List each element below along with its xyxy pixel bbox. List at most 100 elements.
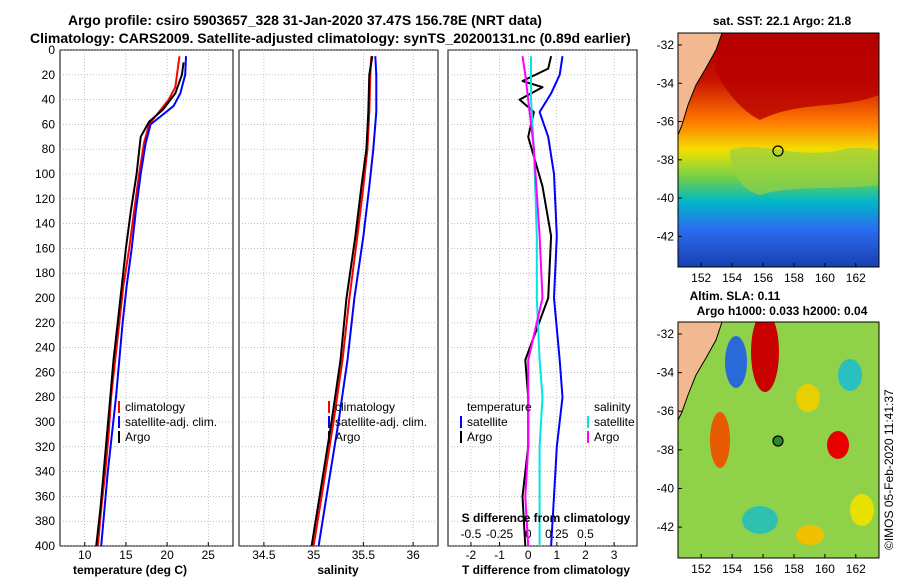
- land-mask: [678, 322, 722, 420]
- map-lat-label: -42: [657, 520, 675, 534]
- series-line-s-argo: [521, 56, 544, 547]
- map-lat-label: -40: [657, 191, 675, 205]
- map-lon-label: 152: [691, 562, 711, 576]
- depth-tick-label: 320: [35, 440, 55, 454]
- map-lon-label: 156: [753, 562, 773, 576]
- map-lat-label: -36: [657, 404, 675, 418]
- temperature-legend: climatology satellite-adj. clim. Argo: [118, 400, 217, 444]
- series-line-satellite-adj-clim-: [100, 56, 187, 547]
- x-tick-label: 1: [553, 548, 560, 562]
- legend-label-climatology: climatology: [335, 400, 395, 414]
- legend-label-s-satellite: satellite: [594, 415, 635, 429]
- series-line-satellite-adj-clim-: [317, 56, 378, 547]
- x-tick-label: 25: [202, 548, 216, 562]
- x-tick-label: 15: [119, 548, 133, 562]
- sst-map-title: sat. SST: 22.1 Argo: 21.8: [713, 14, 852, 28]
- title-line2: Climatology: CARS2009. Satellite-adjuste…: [30, 30, 631, 46]
- x2-tick-label: -0.25: [486, 527, 514, 541]
- float-marker: [772, 145, 784, 157]
- x-axes: 10 15 20 25 34.5 35 35.5 36 -2 -1 0 1 2 3-0.5 -0.25 0 0.…: [78, 527, 618, 562]
- legend-label-satellite-adj: satellite-adj. clim.: [125, 415, 217, 429]
- float-marker: [772, 435, 784, 447]
- profile-series: [95, 55, 564, 547]
- map-lat-label: -34: [657, 76, 675, 90]
- x2-tick-label: -0.5: [461, 527, 482, 541]
- difference-legend: temperature satellite Argo salinity sate…: [460, 400, 635, 444]
- depth-tick-label: 160: [35, 241, 55, 255]
- sla-anomaly: [751, 322, 779, 392]
- series-line-argo: [95, 62, 185, 547]
- depth-tick-label: 40: [42, 93, 56, 107]
- legend-label-s-argo: Argo: [594, 430, 620, 444]
- x-tick-label: 20: [160, 548, 174, 562]
- map-lon-label: 152: [691, 271, 711, 285]
- salinity-legend: climatology satellite-adj. clim. Argo: [328, 400, 427, 444]
- map-lat-label: -32: [657, 38, 675, 52]
- depth-tick-label: 80: [42, 142, 56, 156]
- depth-axis: 0 20 40 60 80 100 120 140 160 180 200 220 240 260 280 3…: [35, 43, 55, 553]
- x-tick-label: 35.5: [352, 548, 376, 562]
- depth-tick-label: 340: [35, 465, 55, 479]
- copyright-stamp: ©IMOS 05-Feb-2020 11:41:37: [882, 389, 896, 550]
- sst-map: [678, 33, 879, 267]
- x-tick-label: 3: [611, 548, 618, 562]
- depth-tick-label: 100: [35, 167, 55, 181]
- x-tick-label: -2: [466, 548, 477, 562]
- sla-anomaly: [850, 494, 874, 526]
- x2-tick-label: 0.25: [545, 527, 569, 541]
- legend-title-temperature: temperature: [467, 400, 532, 414]
- series-line-climatology: [96, 56, 181, 547]
- series-line-t-satellite: [538, 56, 564, 547]
- legend-label-satellite-adj: satellite-adj. clim.: [335, 415, 427, 429]
- map-axes: -32 -34 -36 -38 -40 -42 152 154 156 158 160 162 -32 -…: [657, 38, 866, 576]
- coastline: [678, 33, 723, 136]
- legend-label-argo: Argo: [335, 430, 361, 444]
- x-tick-label: 35: [307, 548, 321, 562]
- depth-tick-label: 180: [35, 266, 55, 280]
- legend-label-climatology: climatology: [125, 400, 185, 414]
- legend-label-argo: Argo: [125, 430, 151, 444]
- map-lat-label: -36: [657, 115, 675, 129]
- map-lon-label: 162: [846, 562, 866, 576]
- sla-map-title: Altim. SLA: 0.11: [690, 289, 781, 303]
- x-tick-label: 36: [406, 548, 420, 562]
- temperature-xlabel: temperature (deg C): [73, 563, 187, 577]
- sla-map-frame: [677, 321, 880, 559]
- x-tick-label: 2: [582, 548, 589, 562]
- title-line1: Argo profile: csiro 5903657_328 31-Jan-2…: [68, 12, 542, 28]
- coastline: [678, 322, 723, 421]
- legend-label-t-argo: Argo: [467, 430, 493, 444]
- x-tick-label: -1: [494, 548, 505, 562]
- legend-label-t-satellite: satellite: [467, 415, 508, 429]
- s-difference-xlabel: S difference from climatology: [462, 511, 631, 525]
- x2-tick-label: 0.5: [577, 527, 594, 541]
- depth-tick-label: 140: [35, 217, 55, 231]
- map-lon-label: 160: [815, 271, 835, 285]
- x-tick-label: 34.5: [252, 548, 276, 562]
- sst-front: [730, 147, 879, 195]
- map-lon-label: 162: [846, 271, 866, 285]
- sla-anomaly: [725, 336, 747, 388]
- sla-anomaly: [710, 412, 730, 468]
- sla-anomaly: [742, 506, 778, 534]
- depth-tick-label: 380: [35, 514, 55, 528]
- depth-tick-label: 120: [35, 192, 55, 206]
- sla-map: [678, 322, 879, 558]
- map-lat-label: -42: [657, 229, 675, 243]
- depth-tick-label: 200: [35, 291, 55, 305]
- map-lon-label: 158: [784, 271, 804, 285]
- map-lon-label: 156: [753, 271, 773, 285]
- map-lon-label: 154: [722, 271, 742, 285]
- series-line-argo: [310, 56, 374, 547]
- sla-anomaly: [796, 525, 824, 545]
- sla-map-subtitle: Argo h1000: 0.033 h2000: 0.04: [697, 304, 868, 318]
- depth-tick-label: 240: [35, 341, 55, 355]
- sst-map-frame: [677, 32, 880, 268]
- map-lat-label: -38: [657, 153, 675, 167]
- series-line-s-satellite: [530, 56, 544, 546]
- map-lat-label: -34: [657, 366, 675, 380]
- salinity-xlabel: salinity: [317, 563, 359, 577]
- map-lat-label: -38: [657, 443, 675, 457]
